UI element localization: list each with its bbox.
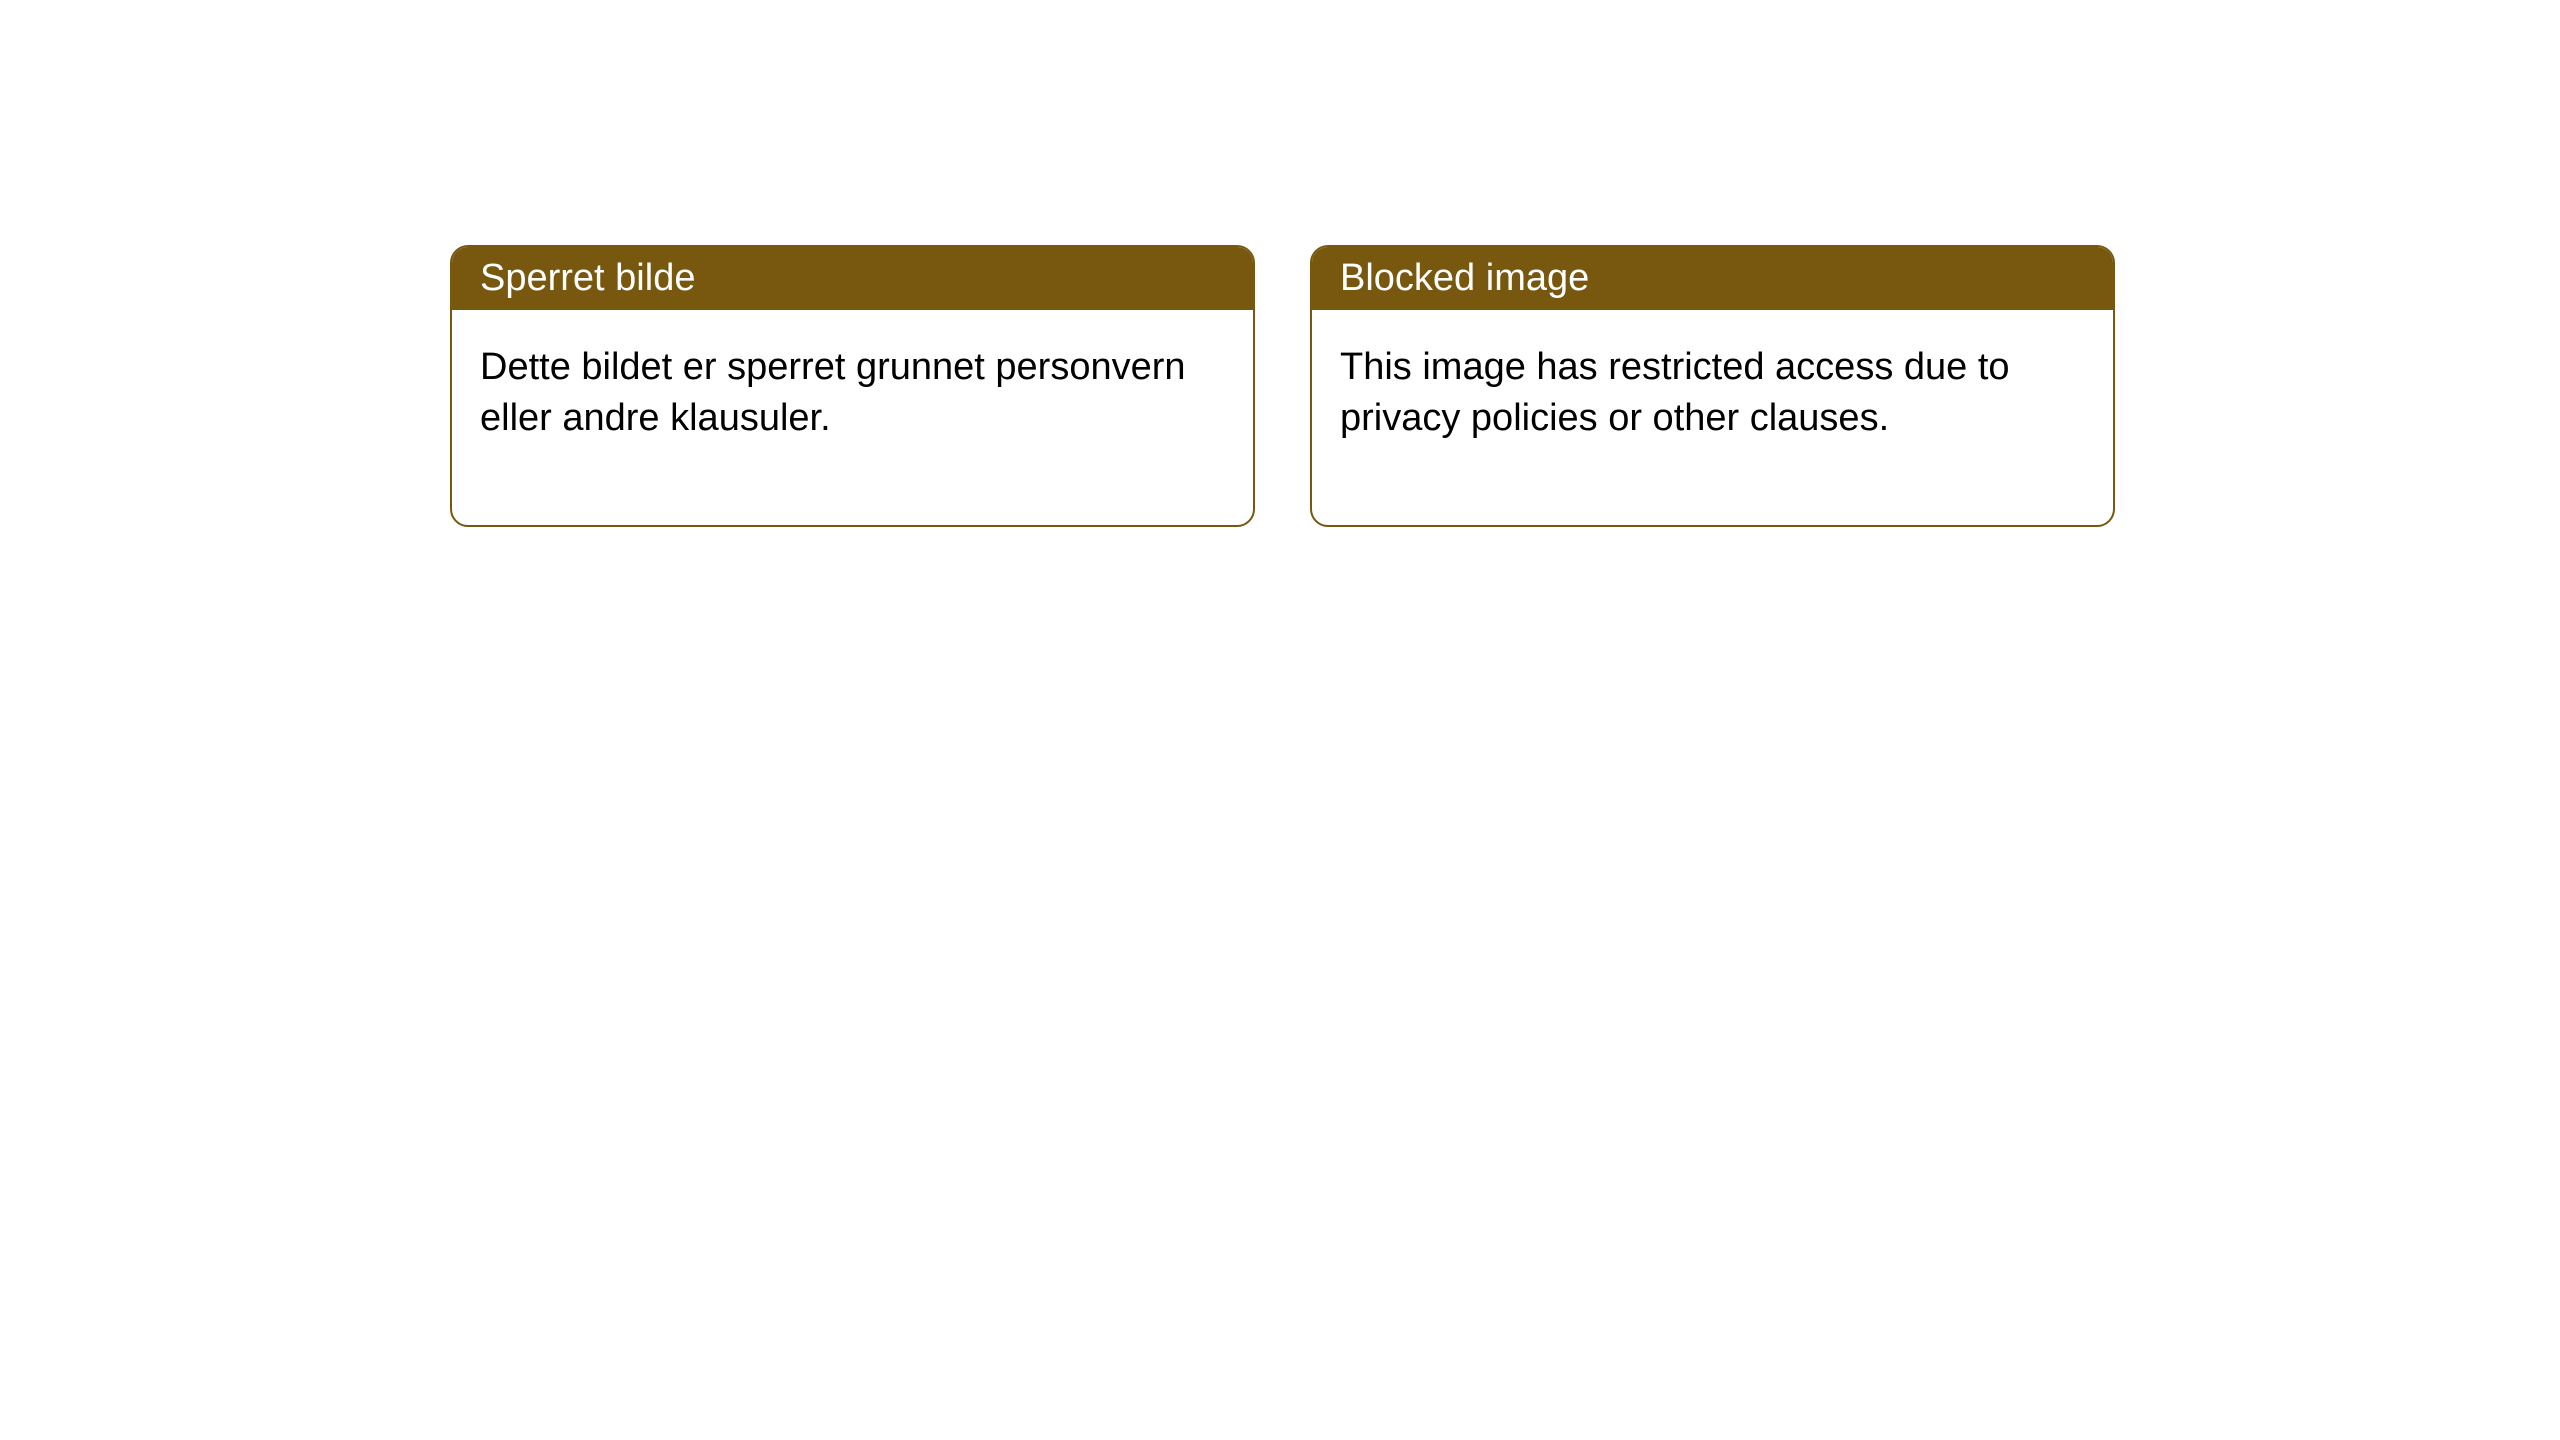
notice-title-english: Blocked image — [1312, 247, 2113, 310]
notice-cards-container: Sperret bilde Dette bildet er sperret gr… — [0, 0, 2560, 527]
notice-card-norwegian: Sperret bilde Dette bildet er sperret gr… — [450, 245, 1255, 527]
notice-body-norwegian: Dette bildet er sperret grunnet personve… — [452, 310, 1253, 525]
notice-card-english: Blocked image This image has restricted … — [1310, 245, 2115, 527]
notice-title-norwegian: Sperret bilde — [452, 247, 1253, 310]
notice-body-english: This image has restricted access due to … — [1312, 310, 2113, 525]
